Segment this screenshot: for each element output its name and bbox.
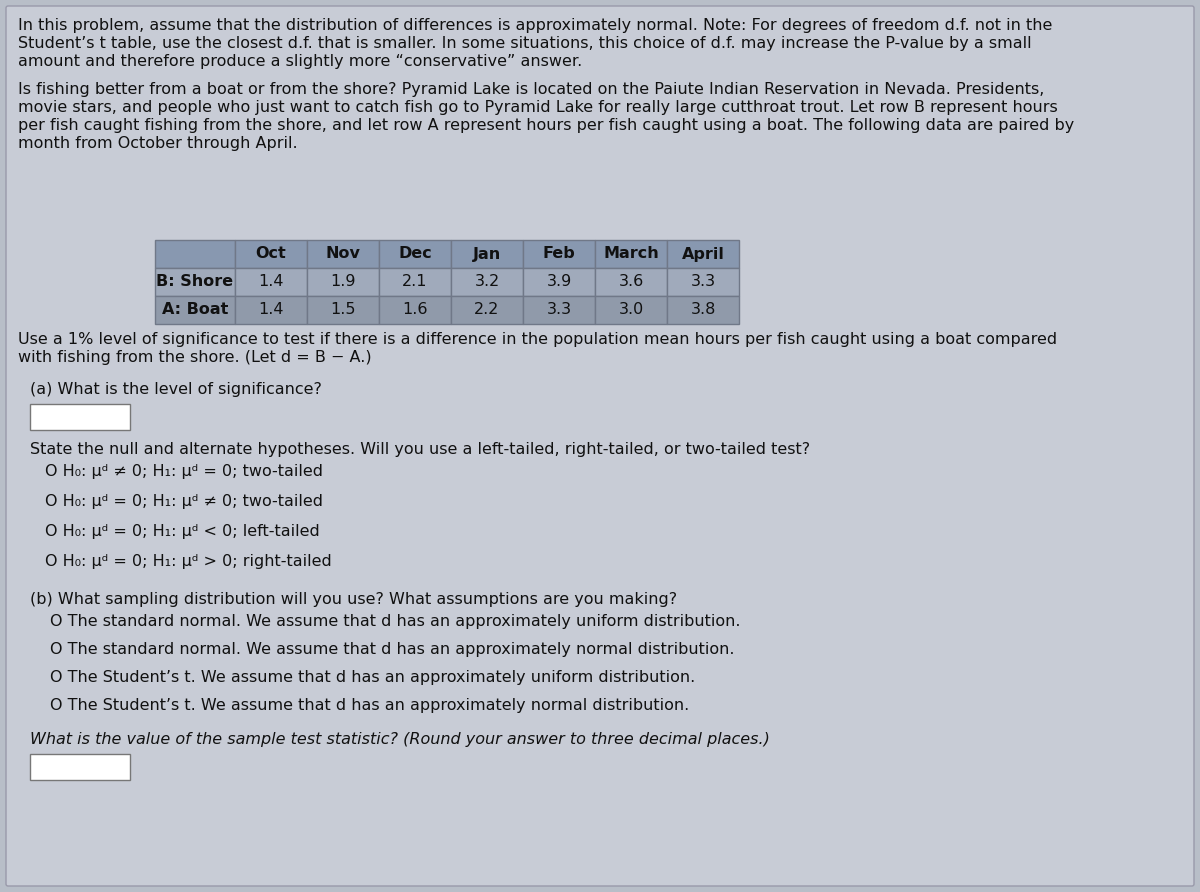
Bar [30,754,130,780]
Text: 2.1: 2.1 [402,275,427,290]
Text: O The standard normal. We assume that d has an approximately normal distribution: O The standard normal. We assume that d … [50,642,734,657]
Bar [595,268,667,296]
Text: with fishing from the shore. (Let d = B − A.): with fishing from the shore. (Let d = B … [18,350,372,365]
Bar [451,296,523,324]
Text: Is fishing better from a boat or from the shore? Pyramid Lake is located on the : Is fishing better from a boat or from th… [18,82,1044,97]
Text: State the null and alternate hypotheses. Will you use a left-tailed, right-taile: State the null and alternate hypotheses.… [30,442,810,457]
Text: 3.8: 3.8 [690,302,715,318]
Text: O The Student’s t. We assume that d has an approximately uniform distribution.: O The Student’s t. We assume that d has … [50,670,695,685]
Text: March: March [604,246,659,261]
Bar [523,240,595,268]
Text: 3.2: 3.2 [474,275,499,290]
Text: O The Student’s t. We assume that d has an approximately normal distribution.: O The Student’s t. We assume that d has … [50,698,689,713]
Text: Nov: Nov [325,246,360,261]
Bar [523,296,595,324]
Text: Oct: Oct [256,246,287,261]
Bar [379,268,451,296]
Bar [30,404,130,430]
Text: O H₀: μᵈ = 0; H₁: μᵈ ≠ 0; two-tailed: O H₀: μᵈ = 0; H₁: μᵈ ≠ 0; two-tailed [46,494,323,509]
Bar [667,296,739,324]
Text: B: Shore: B: Shore [156,275,234,290]
Text: 3.6: 3.6 [618,275,643,290]
Text: April: April [682,246,725,261]
Bar [379,296,451,324]
Text: 1.9: 1.9 [330,275,355,290]
Bar [379,240,451,268]
Bar [235,296,307,324]
Text: Feb: Feb [542,246,575,261]
Bar [235,240,307,268]
Text: (b) What sampling distribution will you use? What assumptions are you making?: (b) What sampling distribution will you … [30,592,677,607]
FancyBboxPatch shape [6,6,1194,886]
Bar [155,240,235,268]
Text: 1.4: 1.4 [258,302,283,318]
Bar [155,268,235,296]
Bar [595,240,667,268]
Bar [667,240,739,268]
Bar [451,268,523,296]
Text: 3.0: 3.0 [618,302,643,318]
Text: (a) What is the level of significance?: (a) What is the level of significance? [30,382,322,397]
Text: 3.9: 3.9 [546,275,571,290]
Text: movie stars, and people who just want to catch fish go to Pyramid Lake for reall: movie stars, and people who just want to… [18,100,1057,115]
Text: 1.6: 1.6 [402,302,427,318]
Text: A: Boat: A: Boat [162,302,228,318]
Bar [451,240,523,268]
Text: What is the value of the sample test statistic? (Round your answer to three deci: What is the value of the sample test sta… [30,732,770,747]
Text: 3.3: 3.3 [690,275,715,290]
Bar [667,268,739,296]
Text: 1.5: 1.5 [330,302,355,318]
Text: 2.2: 2.2 [474,302,499,318]
Text: Student’s t table, use the closest d.f. that is smaller. In some situations, thi: Student’s t table, use the closest d.f. … [18,36,1032,51]
Text: O H₀: μᵈ = 0; H₁: μᵈ < 0; left-tailed: O H₀: μᵈ = 0; H₁: μᵈ < 0; left-tailed [46,524,319,539]
Bar [307,240,379,268]
Text: Use a 1% level of significance to test if there is a difference in the populatio: Use a 1% level of significance to test i… [18,332,1057,347]
Bar [307,296,379,324]
Text: 1.4: 1.4 [258,275,283,290]
Text: amount and therefore produce a slightly more “conservative” answer.: amount and therefore produce a slightly … [18,54,582,69]
Bar [595,296,667,324]
Text: In this problem, assume that the distribution of differences is approximately no: In this problem, assume that the distrib… [18,18,1052,33]
Text: Jan: Jan [473,246,502,261]
Bar [235,268,307,296]
Text: per fish caught fishing from the shore, and let row A represent hours per fish c: per fish caught fishing from the shore, … [18,118,1074,133]
Text: O H₀: μᵈ ≠ 0; H₁: μᵈ = 0; two-tailed: O H₀: μᵈ ≠ 0; H₁: μᵈ = 0; two-tailed [46,464,323,479]
Text: O The standard normal. We assume that d has an approximately uniform distributio: O The standard normal. We assume that d … [50,614,740,629]
Text: month from October through April.: month from October through April. [18,136,298,151]
Text: O H₀: μᵈ = 0; H₁: μᵈ > 0; right-tailed: O H₀: μᵈ = 0; H₁: μᵈ > 0; right-tailed [46,554,331,569]
Bar [155,296,235,324]
Text: 3.3: 3.3 [546,302,571,318]
Bar [307,268,379,296]
Bar [523,268,595,296]
Text: Dec: Dec [398,246,432,261]
